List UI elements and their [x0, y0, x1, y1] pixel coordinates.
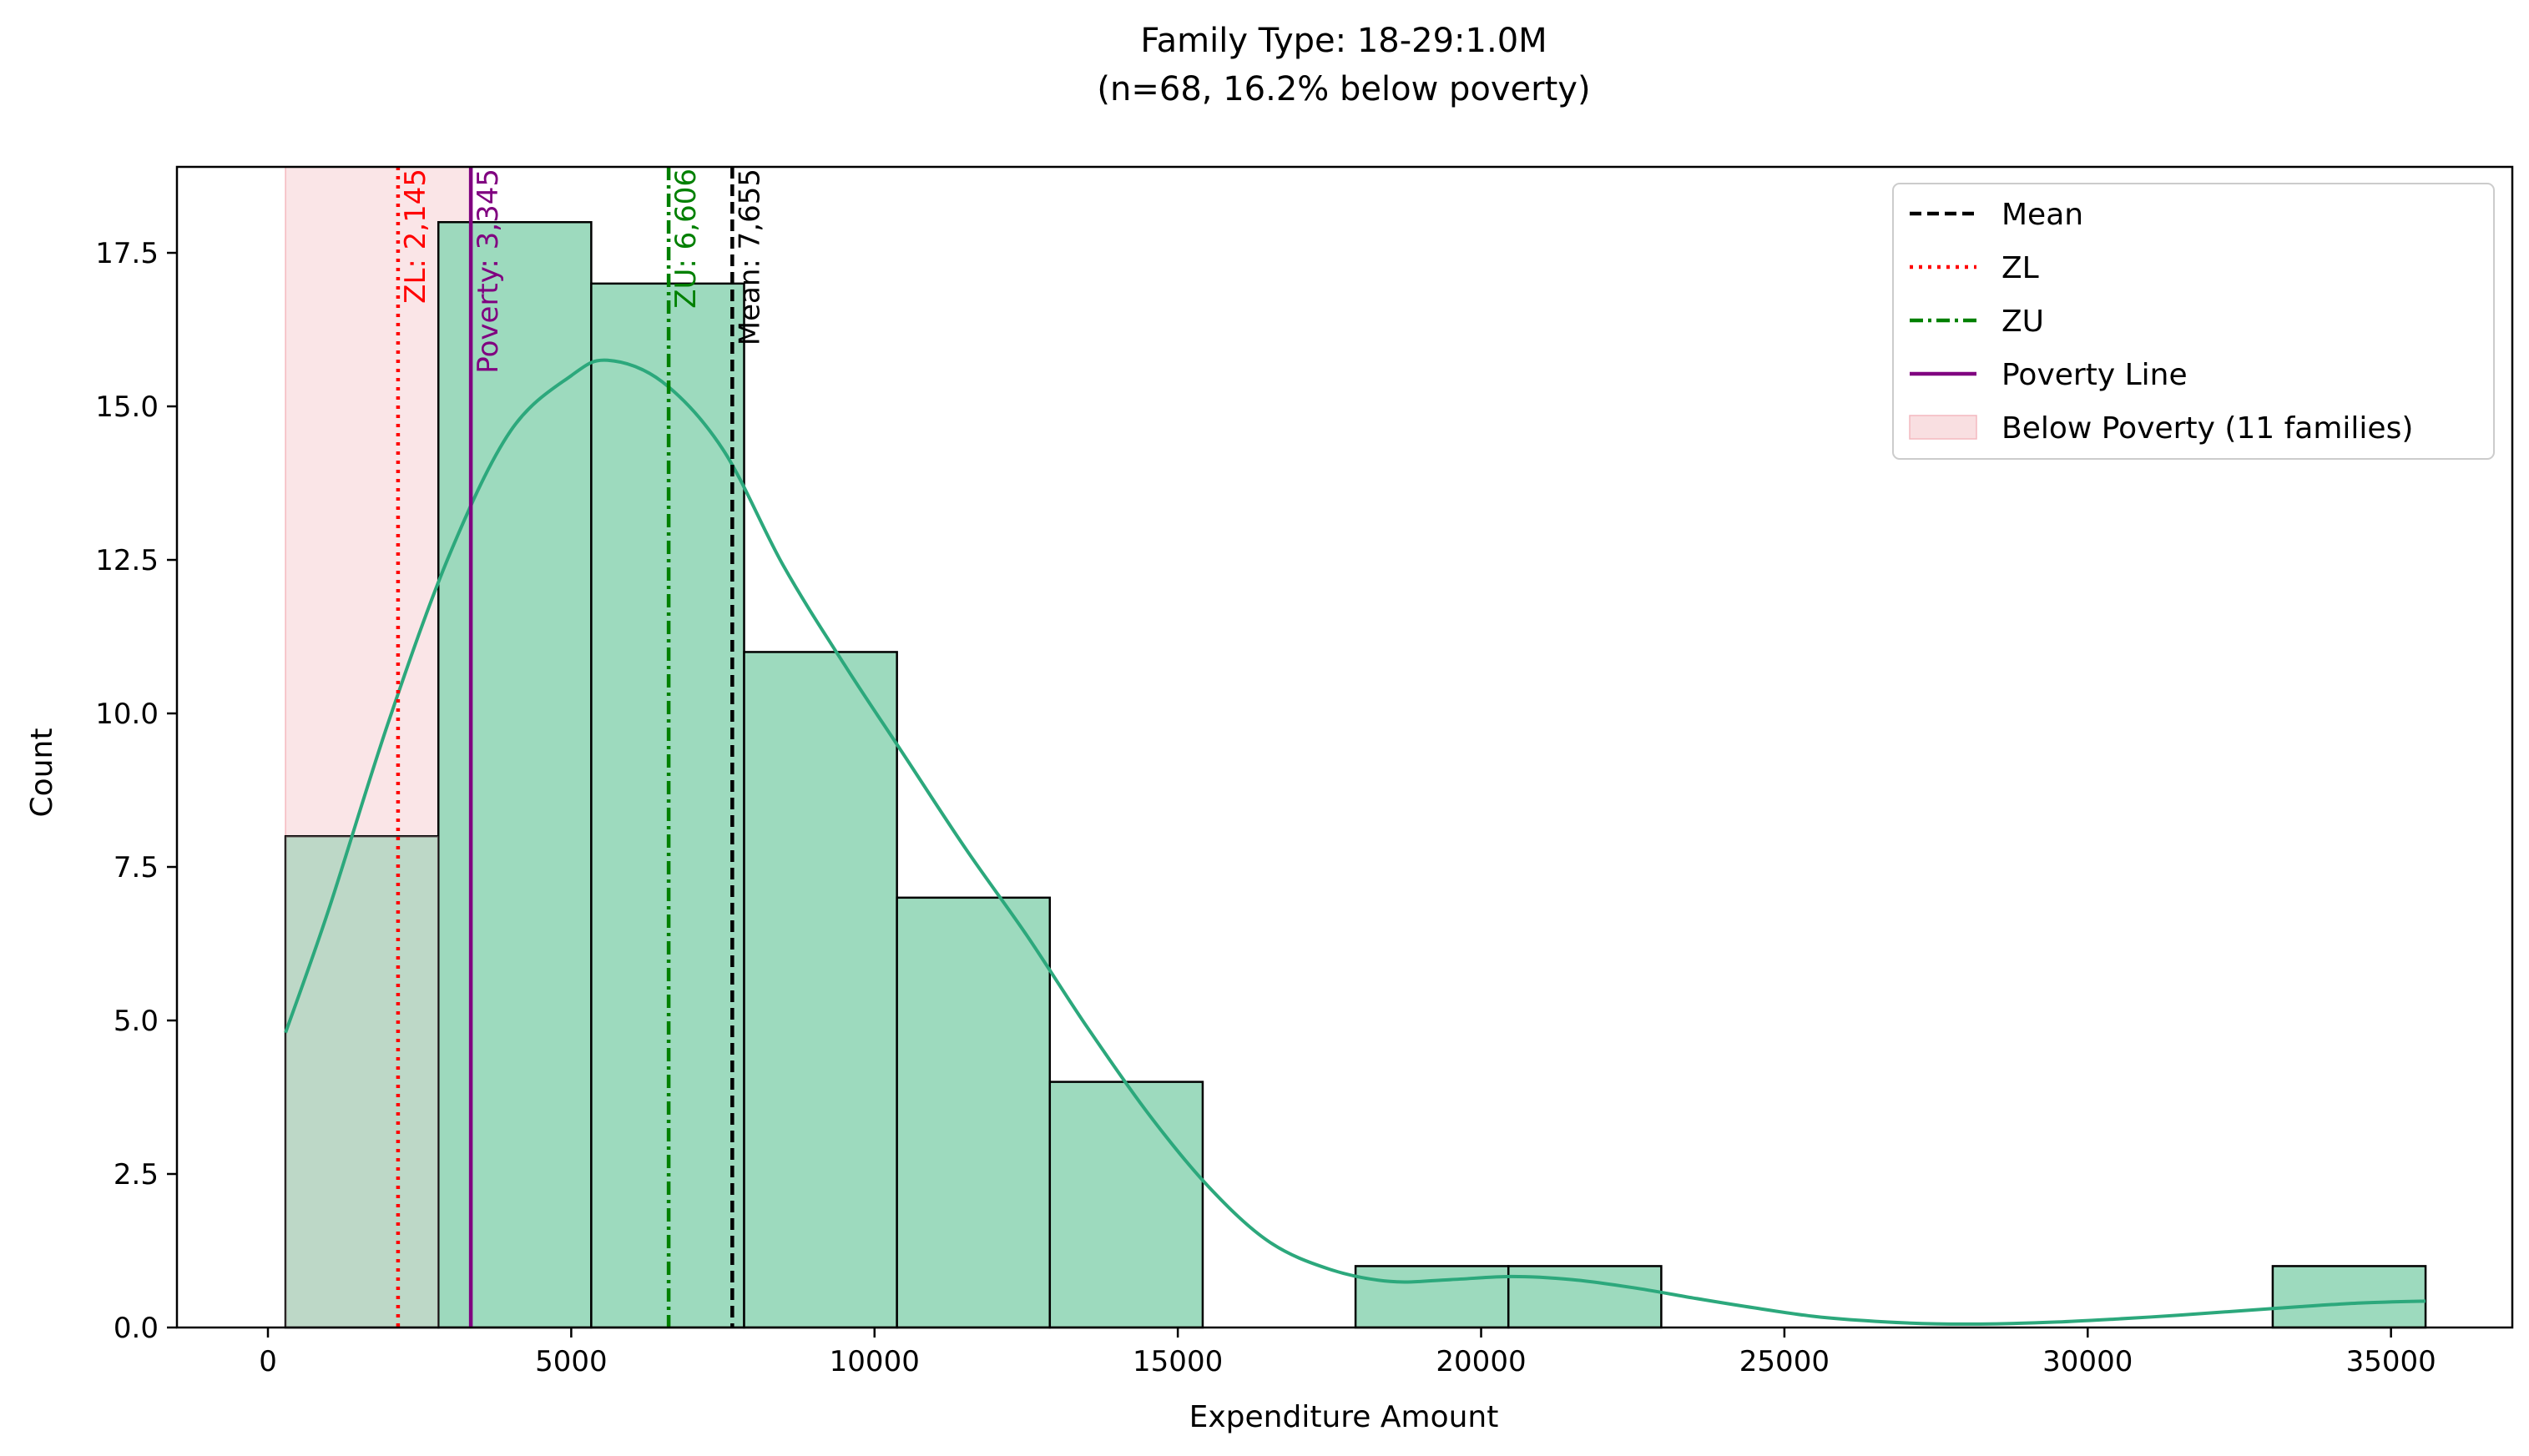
- y-axis-label: Count: [25, 728, 59, 818]
- y-tick-label: 0.0: [114, 1312, 159, 1345]
- x-tick-label: 35000: [2346, 1345, 2436, 1378]
- histogram-bar-4: [896, 896, 1052, 1329]
- histogram-bar-2: [590, 282, 745, 1329]
- ref-line-label-zl: ZL: 2,145: [399, 169, 432, 304]
- plot-frame: [175, 165, 2514, 1329]
- histogram-bar-5: [1048, 1081, 1204, 1329]
- y-tick-label: 5.0: [114, 1005, 159, 1038]
- x-tick-label: 25000: [1739, 1345, 1830, 1378]
- x-tick-label: 10000: [830, 1345, 920, 1378]
- histogram-bar-3: [743, 651, 898, 1329]
- x-tick-label: 15000: [1133, 1345, 1223, 1378]
- kde-curve: [284, 358, 2426, 1326]
- histogram-bar-7: [1354, 1265, 1510, 1329]
- x-tick-label: 30000: [2042, 1345, 2133, 1378]
- y-tick-label: 12.5: [95, 544, 159, 577]
- ref-line-label-poverty-line: Poverty: 3,345: [472, 169, 505, 374]
- chart-subtitle: (n=68, 16.2% below poverty): [1097, 70, 1590, 108]
- legend-label: ZL: [2001, 251, 2039, 285]
- ref-line-label-zu: ZU: 6,606: [669, 169, 703, 309]
- poverty-bar-overlap: [285, 836, 439, 1328]
- legend-label: Below Poverty (11 families): [2001, 411, 2413, 446]
- legend-swatch-poverty-region: [1909, 415, 1977, 440]
- y-tick-label: 15.0: [95, 390, 159, 424]
- y-tick-label: 17.5: [95, 237, 159, 270]
- y-tick-label: 2.5: [114, 1158, 159, 1192]
- x-axis-label: Expenditure Amount: [1189, 1400, 1499, 1434]
- x-tick-label: 5000: [535, 1345, 608, 1378]
- plot-area: ZL: 2,145 Poverty: 3,345 ZU: 6,606 Mean: 7,…: [95, 165, 2514, 1378]
- histogram-bar-1: [437, 220, 593, 1329]
- histogram-bar-13: [2271, 1265, 2427, 1329]
- chart-title: Family Type: 18-29:1.0M: [1140, 22, 1547, 60]
- ref-line-label-mean: Mean: 7,655: [733, 169, 766, 345]
- x-tick-label: 0: [259, 1345, 277, 1378]
- y-tick-label: 10.0: [95, 698, 159, 731]
- legend-label: Poverty Line: [2001, 358, 2188, 392]
- legend-box: [1892, 183, 2495, 460]
- y-tick-label: 7.5: [114, 851, 159, 884]
- histogram-bar-0: [284, 834, 440, 1329]
- x-tick-label: 20000: [1436, 1345, 1526, 1378]
- legend: Mean ZL ZU Poverty Line Below Poverty (11 fa…: [1892, 183, 2495, 460]
- legend-label: Mean: [2001, 198, 2083, 232]
- legend-label: ZU: [2001, 305, 2044, 339]
